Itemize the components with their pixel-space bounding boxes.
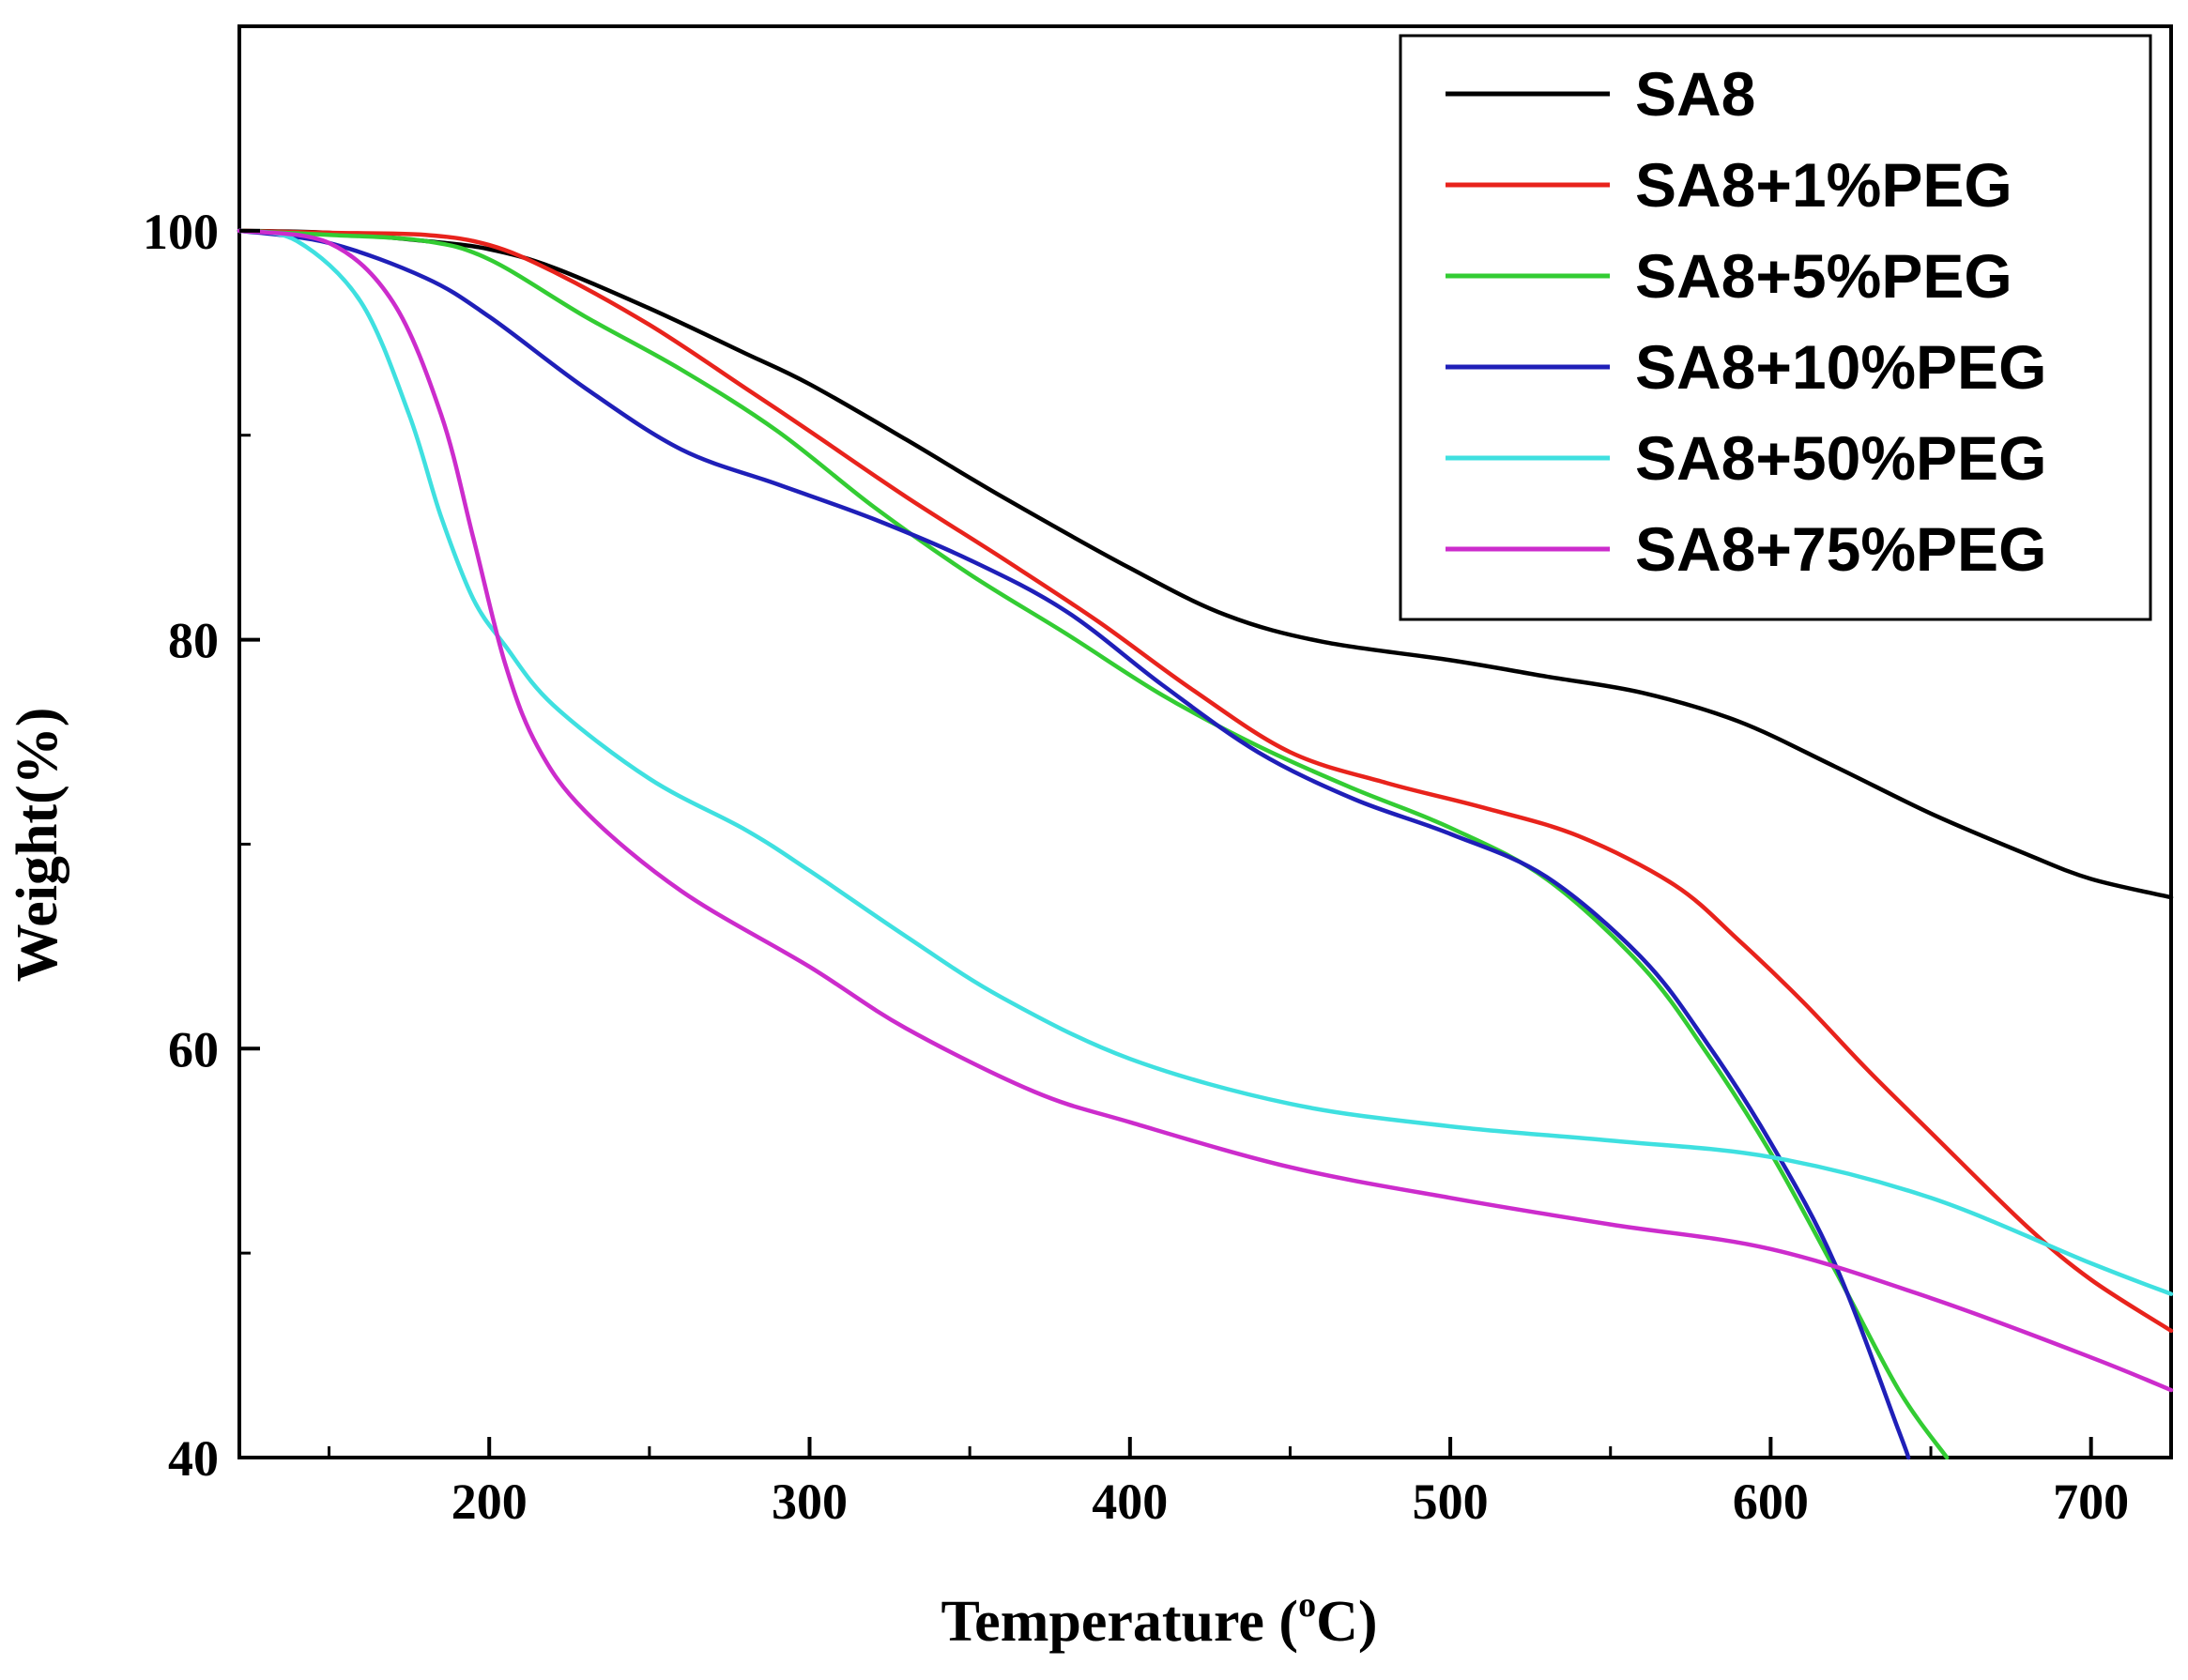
x-axis-title-tail: C) — [1316, 1590, 1377, 1654]
series-layer — [237, 228, 2174, 1460]
legend-box — [1399, 34, 2152, 621]
y-axis-title: Weight(%) — [6, 708, 69, 983]
x-tick-label: 300 — [772, 1474, 848, 1530]
legend-label: SA8+75%PEG — [1635, 514, 2046, 584]
y-tick-label: 80 — [168, 613, 219, 669]
series-line-4 — [237, 228, 1911, 1460]
series-line-2 — [237, 228, 2174, 1334]
plot-frame — [237, 24, 2173, 1459]
x-axis-title-main: Temperature ( — [941, 1590, 1299, 1654]
legend: SA8 SA8+1%PEG SA8+5%PEG SA8+10%PEG SA8+50%PE… — [1399, 34, 2152, 621]
x-axis-title: Temperature (oC) — [941, 1585, 1378, 1654]
x-axis-title-superscript: o — [1298, 1585, 1316, 1625]
legend-label: SA8+10%PEG — [1635, 332, 2046, 402]
y-tick-label: 60 — [168, 1021, 219, 1077]
x-tick-label: 200 — [451, 1474, 528, 1530]
legend-label: SA8+1%PEG — [1635, 150, 2012, 220]
y-tick-label: 40 — [168, 1430, 219, 1487]
legend-label: SA8+5%PEG — [1635, 241, 2012, 311]
series-line-5 — [237, 228, 2174, 1296]
x-tick-label: 400 — [1092, 1474, 1168, 1530]
x-tick-label: 500 — [1413, 1474, 1489, 1530]
x-tick-label: 700 — [2053, 1474, 2129, 1530]
series-line-3 — [237, 228, 1950, 1460]
y-tick-label: 100 — [143, 204, 219, 260]
x-tick-label: 600 — [1733, 1474, 1809, 1530]
legend-label: SA8+50%PEG — [1635, 423, 2046, 493]
legend-label: SA8 — [1635, 59, 1755, 129]
series-line-6 — [237, 228, 2174, 1393]
tick-layer: 200 300 400 500 600 700 40 60 80 100 — [143, 204, 2129, 1530]
